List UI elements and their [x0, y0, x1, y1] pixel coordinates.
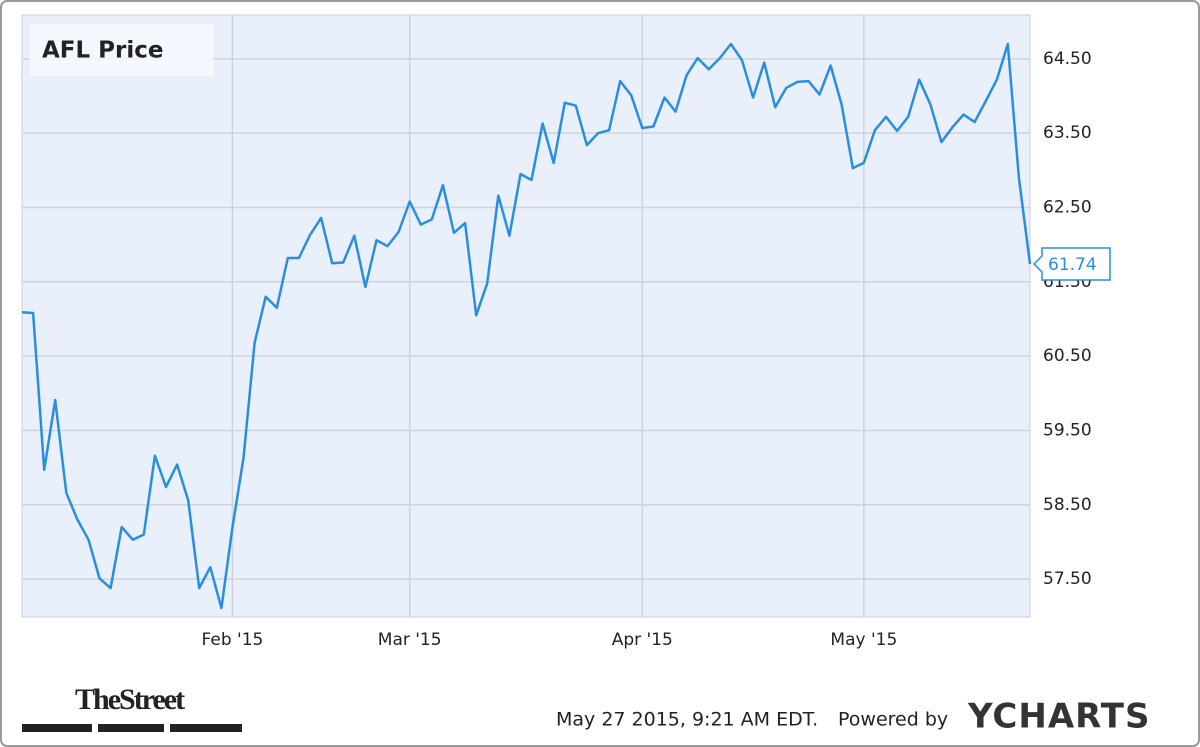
- plot-area: [21, 14, 1031, 618]
- title-box: [30, 24, 214, 76]
- y-tick-label: 59.50: [1043, 420, 1092, 440]
- y-tick-label: 64.50: [1043, 49, 1092, 69]
- logo-bar: [98, 724, 164, 732]
- logo-bar: [170, 724, 242, 732]
- callout-box: [1032, 247, 1111, 281]
- x-tick-label: May '15: [830, 630, 897, 650]
- price-line: [21, 42, 1032, 610]
- y-tick-label: 60.50: [1043, 346, 1092, 366]
- x-tick-label: Mar '15: [378, 630, 442, 650]
- x-tick-label: Feb '15: [202, 630, 264, 650]
- x-tick-label: Apr '15: [612, 630, 673, 650]
- y-tick-label: 57.50: [1043, 569, 1092, 589]
- logo-bar: [22, 724, 92, 732]
- publisher-logo: TheStreet: [75, 683, 185, 716]
- powered-by: Powered by: [838, 709, 948, 731]
- y-tick-label: 62.50: [1043, 197, 1092, 217]
- last-value-callout: 61.74: [1032, 247, 1111, 281]
- marks: [21, 42, 1032, 610]
- brand-logo: YCHARTS: [967, 697, 1150, 737]
- timestamp: May 27 2015, 9:21 AM EDT.: [556, 709, 818, 731]
- y-tick-label: 58.50: [1043, 495, 1092, 515]
- y-tick-label: 63.50: [1043, 123, 1092, 143]
- chart-title: AFL Price: [42, 38, 164, 64]
- last-value-label: 61.74: [1048, 255, 1097, 275]
